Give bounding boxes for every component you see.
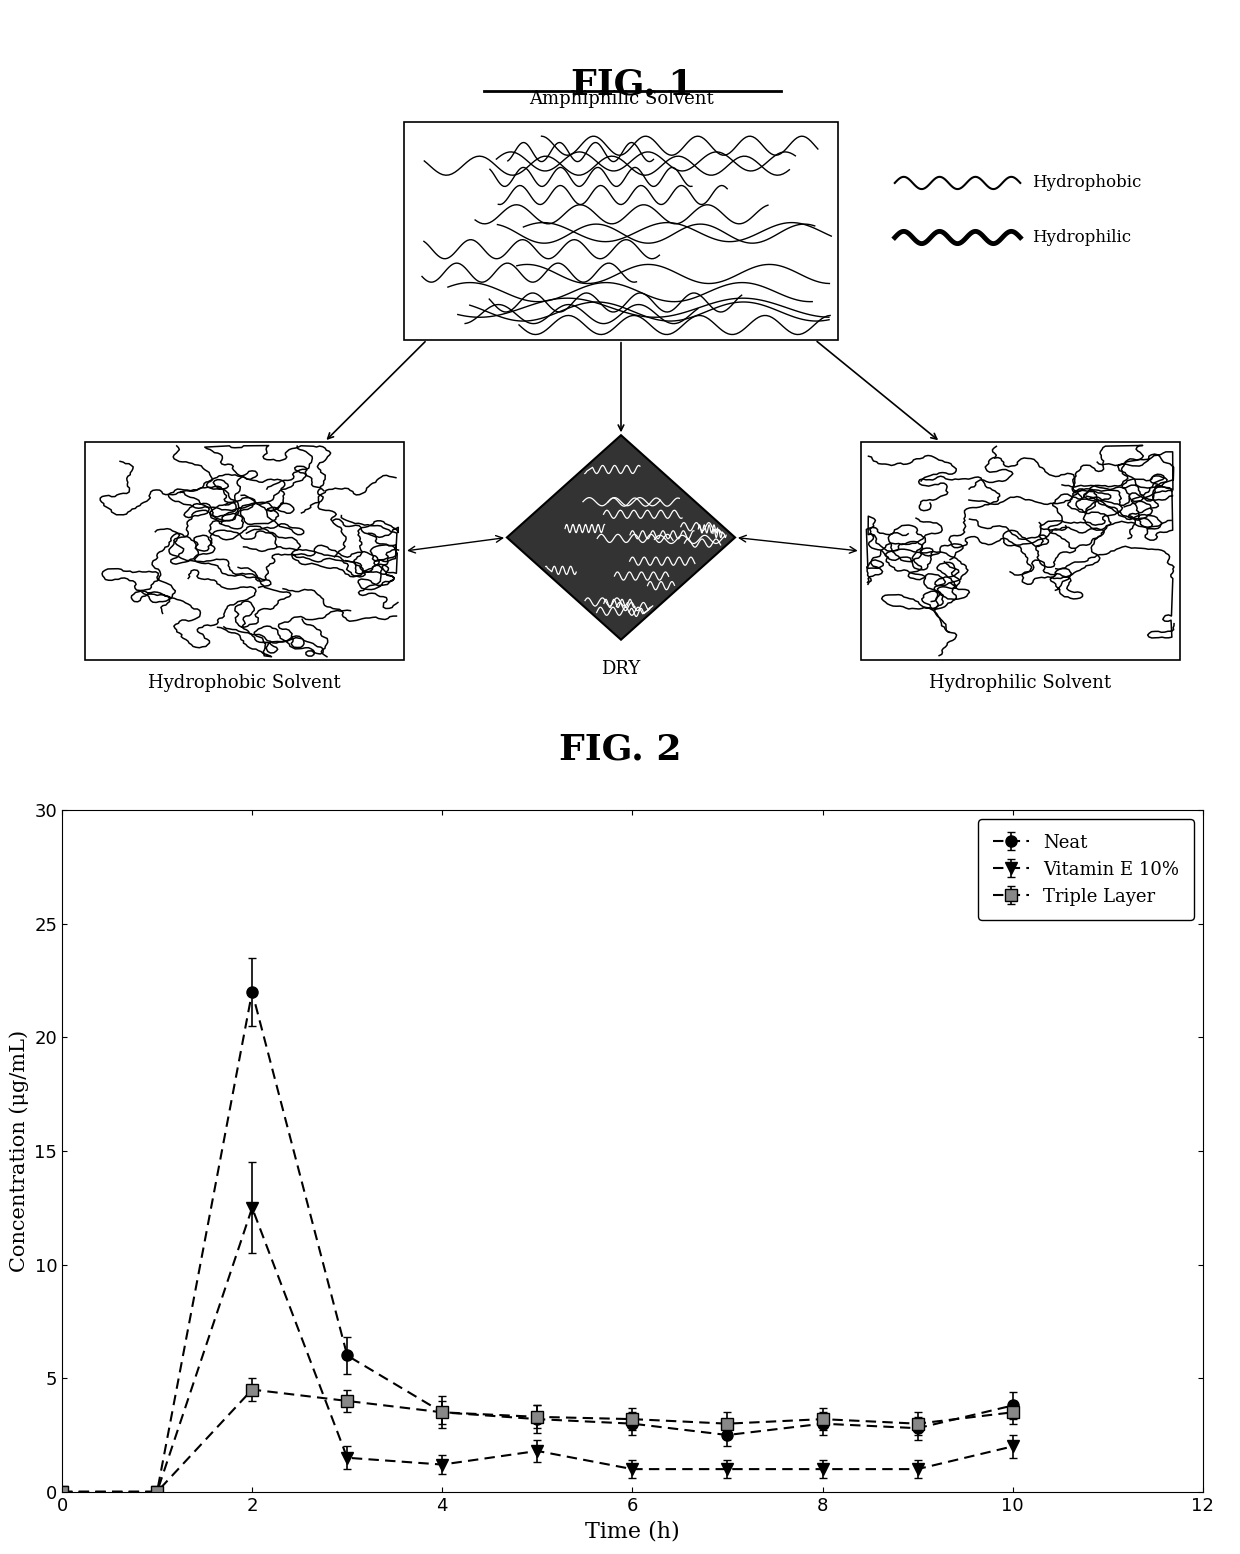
FancyBboxPatch shape	[861, 441, 1180, 660]
Text: FIG. 1: FIG. 1	[572, 67, 693, 101]
Text: Hydrophobic Solvent: Hydrophobic Solvent	[149, 674, 341, 692]
Polygon shape	[507, 435, 735, 640]
X-axis label: Time (h): Time (h)	[585, 1520, 680, 1542]
FancyBboxPatch shape	[84, 441, 404, 660]
Y-axis label: Concentration (μg/mL): Concentration (μg/mL)	[9, 1030, 29, 1273]
Text: Hydrophilic: Hydrophilic	[1032, 228, 1131, 246]
Text: Hydrophilic Solvent: Hydrophilic Solvent	[929, 674, 1111, 692]
Text: Amphiphilic Solvent: Amphiphilic Solvent	[528, 90, 713, 107]
Text: DRY: DRY	[601, 660, 641, 678]
Text: Hydrophobic: Hydrophobic	[1032, 174, 1141, 191]
Text: FIG. 2: FIG. 2	[559, 732, 681, 766]
FancyBboxPatch shape	[404, 121, 838, 340]
Legend: Neat, Vitamin E 10%, Triple Layer: Neat, Vitamin E 10%, Triple Layer	[978, 819, 1194, 920]
